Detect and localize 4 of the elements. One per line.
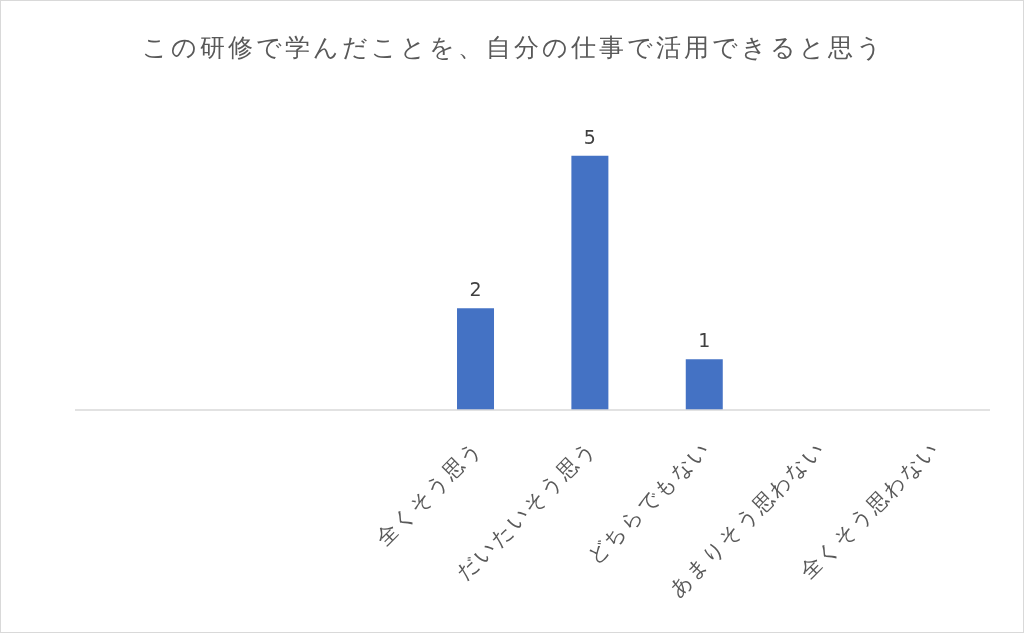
- data-label: 2: [469, 278, 482, 301]
- data-label: 1: [698, 329, 711, 352]
- data-label: 5: [583, 125, 596, 148]
- chart-title: この研修で学んだことを、自分の仕事で活用できると思う: [140, 32, 886, 64]
